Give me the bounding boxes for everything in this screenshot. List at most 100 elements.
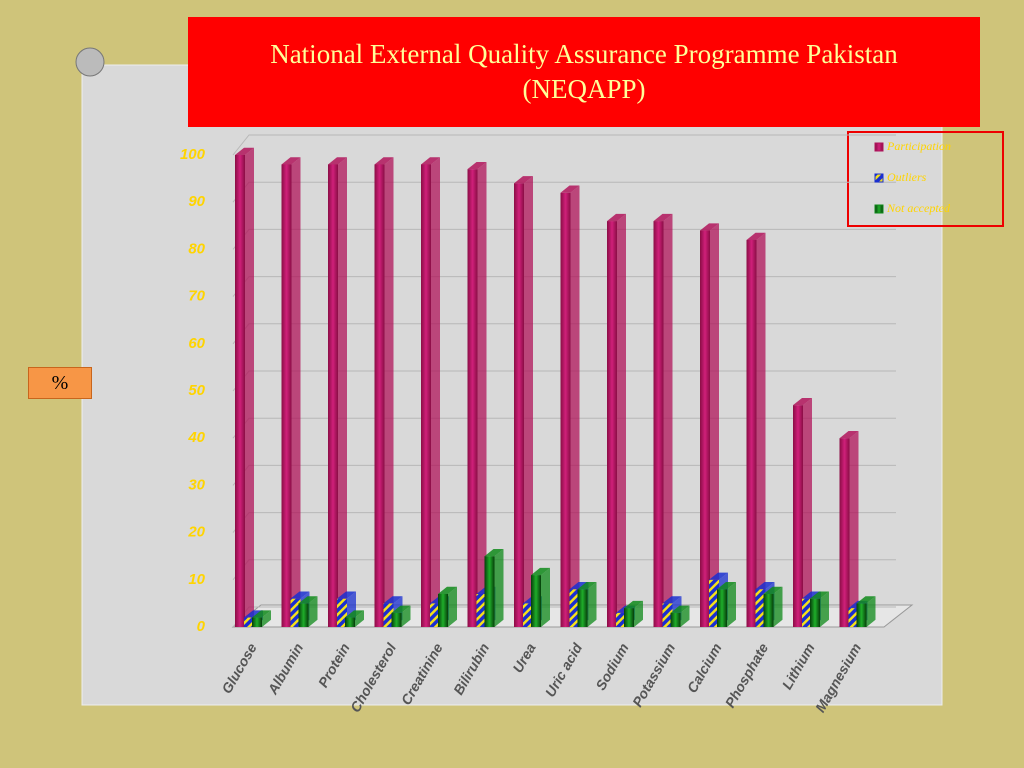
bar-side <box>448 586 457 627</box>
bar-side <box>308 596 318 627</box>
bar-top <box>763 586 783 594</box>
bar <box>438 593 448 627</box>
bar-side <box>570 185 580 627</box>
y-tick-label: 60 <box>188 335 205 352</box>
bar-top <box>607 213 626 222</box>
bar <box>374 164 385 627</box>
legend-box <box>847 131 1004 227</box>
y-tick-label: 10 <box>188 571 205 588</box>
bar-top <box>662 596 682 604</box>
bar <box>281 164 292 627</box>
bar <box>484 556 495 627</box>
bar-side <box>262 610 271 627</box>
bar-side <box>245 147 254 628</box>
bar <box>755 589 766 627</box>
bar <box>717 589 727 627</box>
y-tick-label: 0 <box>197 618 206 635</box>
bar-top <box>709 572 728 580</box>
bar-side <box>431 157 440 628</box>
bar-side <box>617 213 626 627</box>
bar-side <box>384 157 394 628</box>
bar-top <box>670 605 690 613</box>
bar <box>252 617 262 627</box>
y-tick-label: 40 <box>187 429 205 446</box>
legend-label: Outliers <box>887 170 927 184</box>
bar-side <box>849 431 859 627</box>
bar <box>345 617 355 627</box>
bar <box>298 603 309 627</box>
bar <box>616 612 626 627</box>
y-tick-label: 50 <box>188 382 205 399</box>
bar-top <box>484 549 504 557</box>
bar <box>421 164 431 627</box>
bar-side <box>291 157 301 628</box>
bar-side <box>338 157 347 628</box>
bar <box>848 608 859 627</box>
bar-top <box>560 185 580 193</box>
bar-top <box>374 157 394 165</box>
bar <box>856 603 867 627</box>
bar <box>337 598 347 627</box>
bar-top <box>391 605 411 613</box>
bar-top <box>337 591 356 599</box>
bar <box>383 603 394 627</box>
bar-top <box>624 600 643 609</box>
bar-top <box>700 223 719 231</box>
y-tick-label: 70 <box>188 288 205 305</box>
bar-top <box>252 610 271 618</box>
bar <box>290 598 301 627</box>
bar-top <box>383 596 403 604</box>
bar-top <box>438 586 457 594</box>
bar <box>531 575 541 627</box>
bar-top <box>298 596 318 604</box>
bar-side <box>756 232 766 627</box>
bar-top <box>802 591 821 599</box>
slide-title: National External Quality Assurance Prog… <box>188 17 980 127</box>
bar <box>662 603 673 627</box>
bar <box>560 192 571 627</box>
bar-top <box>345 610 364 618</box>
legend-swatch <box>874 204 884 214</box>
bar <box>670 612 681 627</box>
y-axis-label: % <box>28 367 92 399</box>
bar-side <box>477 161 487 627</box>
bar <box>514 183 524 627</box>
bar-side <box>803 397 812 627</box>
bar-side <box>820 591 829 627</box>
legend-swatch <box>874 142 884 152</box>
bar-top <box>793 397 812 406</box>
grid-line <box>232 134 896 156</box>
bar-side <box>494 549 504 627</box>
bar <box>700 230 710 627</box>
bar-top <box>746 232 766 240</box>
bar <box>328 164 338 627</box>
bar <box>763 593 774 627</box>
pin <box>75 47 105 77</box>
y-tick-label: 20 <box>187 524 205 541</box>
bar-top <box>514 176 533 184</box>
bar <box>709 579 719 627</box>
bar <box>235 155 245 627</box>
bar-side <box>866 596 876 627</box>
bar <box>391 612 402 627</box>
bar-top <box>290 591 310 599</box>
bar <box>244 617 254 627</box>
bar-top <box>235 147 254 155</box>
bar-top <box>569 582 589 590</box>
bar-top <box>244 610 263 618</box>
bar <box>607 221 617 627</box>
bar-side <box>587 582 597 627</box>
bar-top <box>839 431 859 439</box>
bar-top <box>755 582 775 590</box>
bar <box>569 589 580 627</box>
legend-label: Participation <box>886 139 951 153</box>
y-tick-label: 30 <box>188 476 205 493</box>
bar-top <box>810 591 829 599</box>
bar-side <box>401 605 411 627</box>
bar <box>624 608 634 627</box>
y-tick-label: 100 <box>180 146 206 163</box>
bar-side <box>773 586 783 627</box>
bar-side <box>634 600 643 627</box>
bar <box>430 603 440 627</box>
